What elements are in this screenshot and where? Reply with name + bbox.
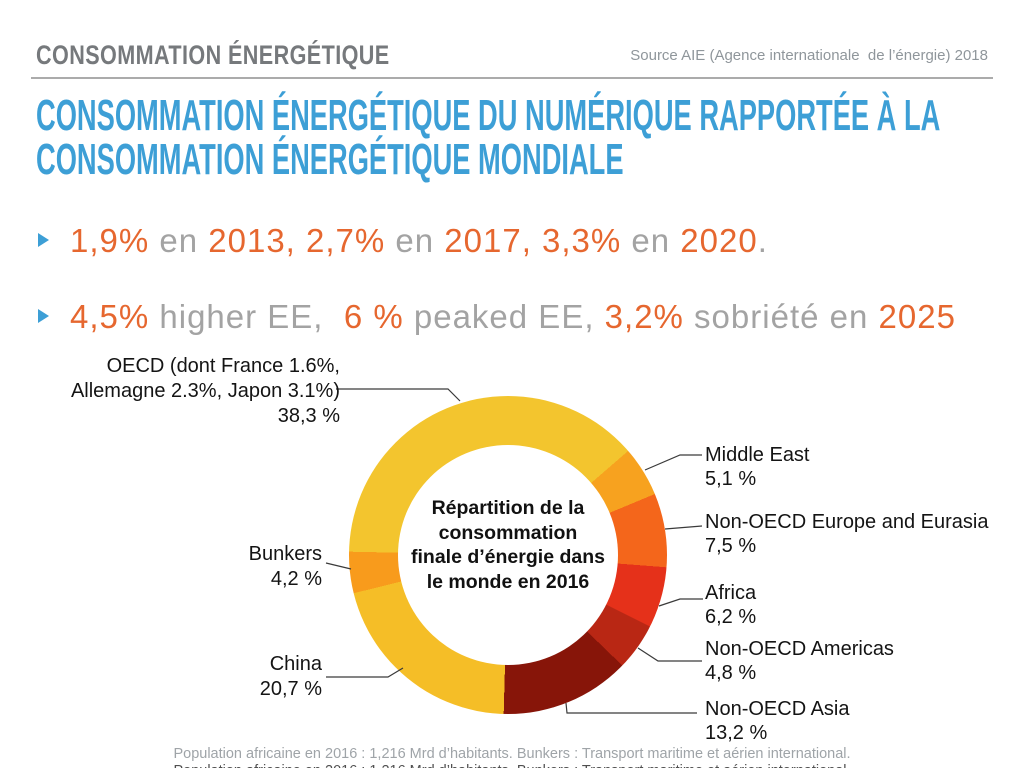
- label-middle-east-value: 5,1 %: [705, 468, 757, 490]
- slide-title-line2: CONSOMMATION ÉNERGÉTIQUE MONDIALE: [36, 135, 624, 184]
- bullet-segment: 2013, 2,7%: [208, 222, 386, 259]
- bullet-text-1: 1,9% en 2013, 2,7% en 2017, 3,3% en 2020…: [70, 222, 768, 259]
- label-oecd-line2: Allemagne 2.3%, Japon 3.1%): [70, 380, 340, 402]
- bullet-triangle-icon: [38, 233, 49, 247]
- bullet-segment: 2025: [878, 298, 956, 335]
- source-credit: Source AIE (Agence internationale de l’é…: [630, 47, 988, 64]
- leader-china: [326, 667, 404, 678]
- label-eurasia: Non-OECD Europe and Eurasia 7,5 %: [705, 510, 988, 558]
- bullet-segment: 1,9%: [70, 222, 150, 259]
- footer-note: Population africaine en 2016 : 1,216 Mrd…: [173, 746, 851, 762]
- bullet-segment: 3,2%: [604, 298, 684, 335]
- donut-center: Répartition de la consommation finale d’…: [398, 445, 618, 665]
- label-americas-value: 4,8 %: [705, 662, 757, 684]
- label-americas: Non-OECD Americas 4,8 %: [705, 637, 894, 685]
- label-africa: Africa 6,2 %: [705, 581, 756, 629]
- bullet-segment: en: [149, 222, 209, 259]
- label-middle-east-name: Middle East: [705, 444, 810, 466]
- label-africa-value: 6,2 %: [705, 606, 757, 628]
- bullet-text-2: 4,5% higher EE, 6 % peaked EE, 3,2% sobr…: [70, 298, 956, 335]
- leader-eurasia: [664, 525, 703, 530]
- bullet-triangle-icon: [38, 309, 49, 323]
- label-oecd: OECD (dont France 1.6%, Allemagne 2.3%, …: [20, 354, 340, 429]
- label-asia: Non-OECD Asia 13,2 %: [705, 697, 850, 745]
- bullet-segment: 2020: [680, 222, 758, 259]
- label-bunkers-value: 4,2 %: [270, 568, 322, 590]
- bullet-segment: higher EE,: [149, 298, 344, 335]
- chart-center-line: consommation: [438, 521, 578, 544]
- bullet-segment: 6 %: [343, 298, 404, 335]
- label-americas-name: Non-OECD Americas: [705, 638, 894, 660]
- bullet-segment: peaked EE,: [403, 298, 605, 335]
- chart-center-line: Répartition de la: [431, 497, 585, 519]
- chart-center-title: Répartition de la consommation finale d’…: [411, 496, 605, 594]
- header-divider: [31, 77, 993, 79]
- bullet-segment: 4,5%: [70, 298, 150, 335]
- slide-title: CONSOMMATION ÉNERGÉTIQUE DU NUMÉRIQUE RA…: [36, 94, 940, 182]
- label-middle-east: Middle East 5,1 %: [705, 443, 810, 491]
- slide-title-line1: CONSOMMATION ÉNERGÉTIQUE DU NUMÉRIQUE RA…: [36, 91, 941, 140]
- leader-asia: [565, 702, 697, 714]
- label-bunkers: Bunkers 4,2 %: [122, 542, 322, 592]
- label-eurasia-name: Non-OECD Europe and Eurasia: [705, 511, 989, 533]
- leader-middle-east: [644, 454, 702, 471]
- bullet-segment: en: [621, 222, 681, 259]
- label-china: China 20,7 %: [122, 652, 322, 702]
- bullet-segment: en: [385, 222, 445, 259]
- label-bunkers-name: Bunkers: [248, 543, 322, 565]
- leader-bunkers: [325, 562, 352, 570]
- chart-center-line: finale d’énergie dans: [411, 546, 605, 568]
- label-oecd-line1: OECD (dont France 1.6%,: [106, 355, 340, 377]
- leader-americas: [637, 647, 702, 662]
- bullet-segment: sobriété en: [683, 298, 879, 335]
- label-china-value: 20,7 %: [259, 678, 322, 700]
- chart-center-line: le monde en 2016: [426, 570, 590, 593]
- label-asia-value: 13,2 %: [705, 722, 768, 744]
- label-asia-name: Non-OECD Asia: [705, 698, 850, 720]
- leader-africa: [658, 598, 703, 607]
- donut-chart: Répartition de la consommation finale d’…: [349, 396, 667, 714]
- bullet-item-2: 4,5% higher EE, 6 % peaked EE, 3,2% sobr…: [38, 298, 956, 335]
- bullet-item-1: 1,9% en 2013, 2,7% en 2017, 3,3% en 2020…: [38, 222, 768, 259]
- label-eurasia-value: 7,5 %: [705, 535, 757, 557]
- bullet-segment: .: [757, 222, 768, 259]
- label-oecd-value: 38,3 %: [277, 405, 340, 427]
- label-china-name: China: [269, 653, 322, 675]
- label-africa-name: Africa: [705, 582, 757, 604]
- bullet-segment: 2017, 3,3%: [444, 222, 622, 259]
- footer-note-clipped: Population africaine en 2016 : 1,216 Mrd…: [0, 763, 1024, 768]
- leader-oecd: [336, 388, 461, 402]
- page-title: CONSOMMATION ÉNERGÉTIQUE: [36, 40, 390, 70]
